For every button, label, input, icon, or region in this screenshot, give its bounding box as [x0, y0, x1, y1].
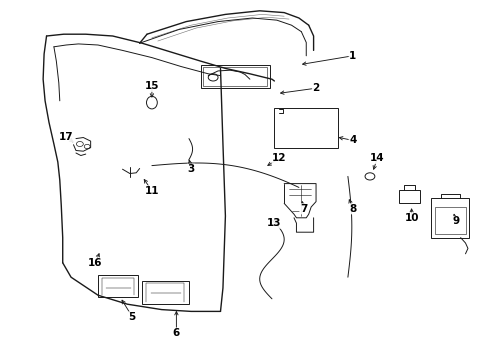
Text: 12: 12	[272, 153, 287, 163]
Bar	[399, 190, 420, 203]
Text: 4: 4	[349, 135, 357, 145]
Bar	[203, 67, 267, 86]
Text: 1: 1	[349, 51, 356, 61]
Text: 8: 8	[349, 204, 356, 214]
Bar	[435, 207, 466, 234]
Text: 3: 3	[188, 164, 195, 174]
Text: 16: 16	[88, 258, 103, 268]
Text: 5: 5	[129, 312, 136, 322]
Text: 7: 7	[300, 204, 308, 214]
Text: 14: 14	[370, 153, 385, 163]
Bar	[142, 281, 189, 304]
Text: 17: 17	[59, 132, 74, 142]
Text: 6: 6	[173, 328, 180, 338]
Bar	[274, 108, 338, 148]
Text: 2: 2	[313, 83, 319, 93]
Bar	[201, 65, 270, 88]
Text: 15: 15	[145, 81, 159, 91]
Text: 10: 10	[404, 213, 419, 223]
Bar	[98, 275, 138, 297]
Bar	[431, 198, 469, 238]
Text: 13: 13	[267, 218, 282, 228]
Text: 11: 11	[145, 186, 159, 196]
Text: 9: 9	[452, 216, 459, 226]
